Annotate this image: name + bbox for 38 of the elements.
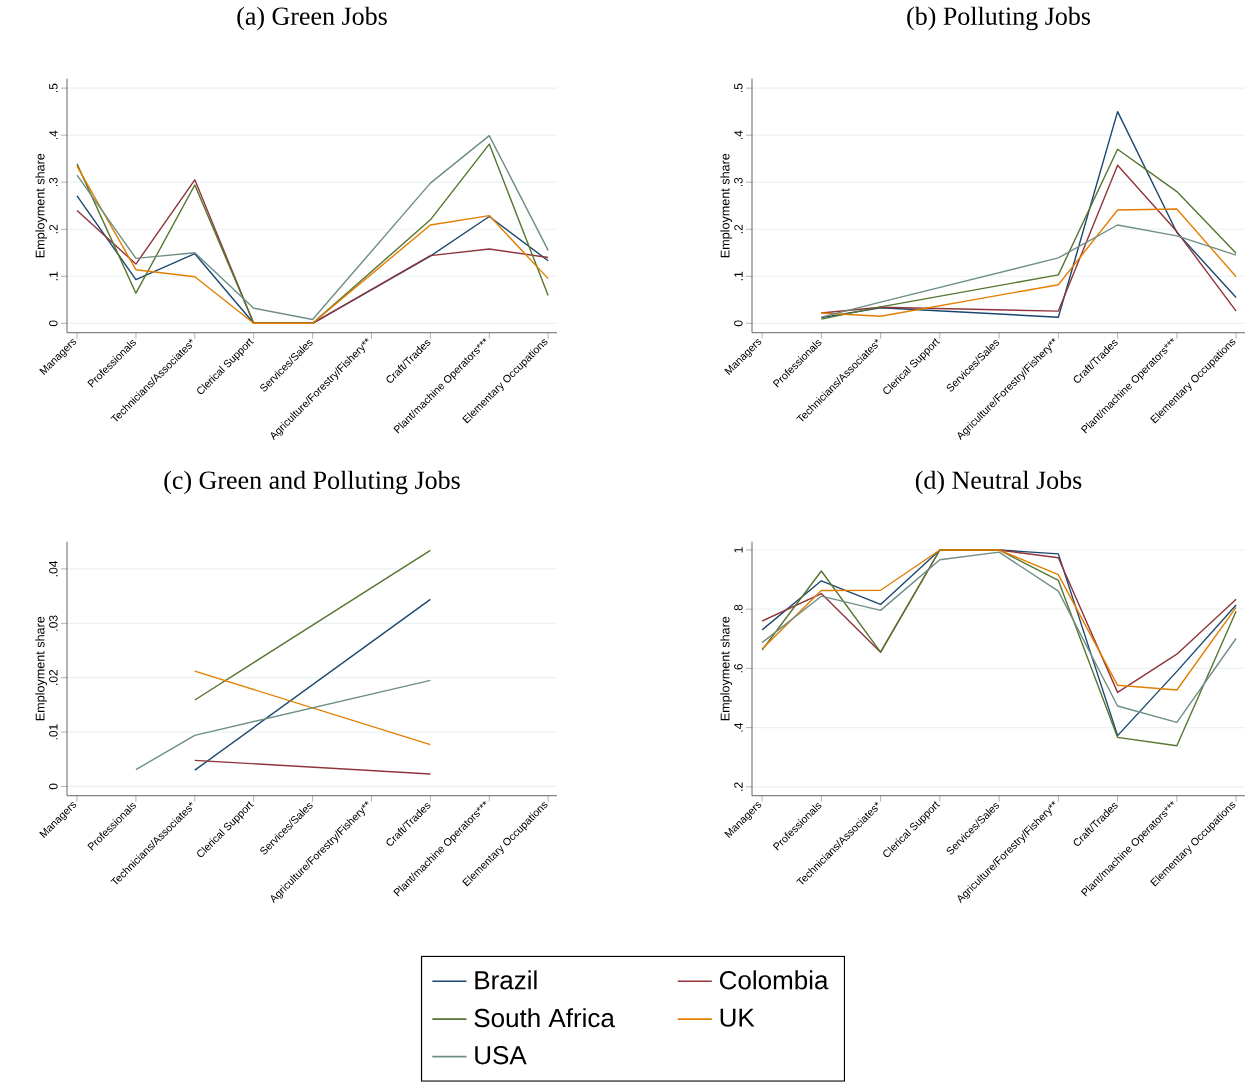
y-tick-label: .01: [49, 724, 58, 740]
chart-title: (c) Green and Polluting Jobs: [164, 470, 460, 495]
y-tick-label: 0: [49, 320, 58, 327]
legend-label: UK: [720, 1008, 755, 1027]
line-series: [820, 208, 1237, 318]
legend-label: Brazil: [475, 970, 537, 990]
y-tick-label: .4: [734, 130, 743, 140]
y-axis-title: Employment share: [720, 153, 733, 258]
y-tick-label: .8: [734, 604, 743, 614]
chart-title: (a) Green Jobs: [237, 6, 387, 31]
y-tick-label: .1: [734, 271, 743, 281]
legend-label: Colombia: [719, 970, 829, 990]
y-tick-label: .02: [49, 670, 58, 686]
y-tick-label: 1: [734, 547, 743, 553]
y-tick-label: .2: [734, 224, 743, 234]
legend-label: South Africa: [474, 1008, 615, 1028]
y-tick-label: .6: [734, 664, 743, 673]
y-tick-label: .3: [734, 177, 743, 187]
y-axis-title: Employment share: [35, 153, 48, 258]
y-tick-label: .1: [49, 271, 58, 281]
y-tick-label: .2: [734, 782, 743, 791]
y-tick-label: .04: [49, 561, 58, 577]
chart-title: (d) Neutral Jobs: [915, 470, 1082, 495]
legend-label: USA: [475, 1046, 527, 1065]
y-tick-label: .5: [49, 83, 58, 93]
y-tick-label: .03: [49, 615, 58, 631]
y-tick-label: 0: [49, 783, 58, 790]
line-series: [820, 224, 1237, 319]
y-axis-title: Employment share: [720, 616, 733, 721]
y-axis-title: Employment share: [35, 616, 48, 721]
line-series: [820, 111, 1237, 319]
y-tick-label: .5: [734, 83, 743, 93]
y-tick-label: .2: [49, 224, 58, 234]
y-tick-label: .4: [734, 723, 743, 732]
y-tick-label: 0: [734, 320, 743, 327]
chart-title: (b) Polluting Jobs: [907, 6, 1091, 31]
y-tick-label: .4: [49, 130, 58, 140]
y-tick-label: .3: [49, 177, 58, 187]
